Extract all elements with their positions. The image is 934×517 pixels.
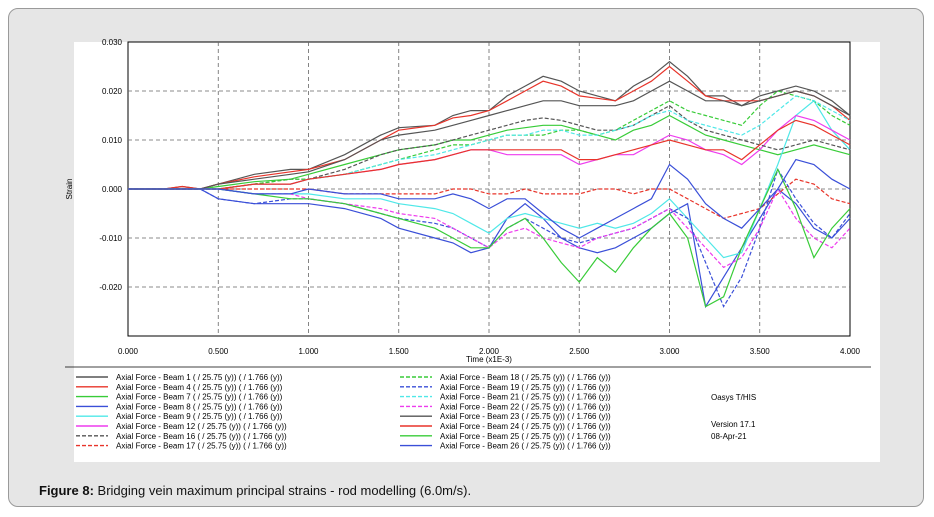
software-version: Version 17.1 [711,420,756,429]
legend-entry: Axial Force - Beam 7 ( / 25.75 (y)) ( / … [116,393,283,402]
series-line-16 [128,158,851,239]
x-tick-label: 3.000 [659,347,680,356]
legend-entry: Axial Force - Beam 17 ( / 25.75 (y)) ( /… [116,442,287,451]
x-tick-label: 3.500 [750,347,771,356]
legend-entry: Axial Force - Beam 1 ( / 25.75 (y)) ( / … [116,373,283,382]
series-line-10 [128,167,851,308]
legend-entry: Axial Force - Beam 9 ( / 25.75 (y)) ( / … [116,412,283,421]
figure-caption: Figure 8: Bridging vein maximum principa… [39,483,471,498]
y-tick-label: 0.010 [102,136,123,145]
series-lines [128,60,851,309]
series-line-14 [128,119,851,190]
x-axis-label: Time (x1E-3) [466,355,512,364]
y-axis-label: Strain [65,179,74,200]
legend-entry: Axial Force - Beam 19 ( / 25.75 (y)) ( /… [440,383,611,392]
series-line-15 [128,167,851,308]
y-tick-label: -0.010 [99,234,122,243]
x-tick-label: 1.500 [389,347,410,356]
legend-entry: Axial Force - Beam 18 ( / 25.75 (y)) ( /… [440,373,611,382]
legend-entry: Axial Force - Beam 26 ( / 25.75 (y)) ( /… [440,442,611,451]
series-line-2 [128,65,851,190]
caption-label: Figure 8: [39,483,94,498]
legend-entry: Axial Force - Beam 22 ( / 25.75 (y)) ( /… [440,402,611,411]
y-tick-label: 0.000 [102,185,123,194]
y-tick-label: 0.030 [102,38,123,47]
series-line-1 [128,60,851,190]
legend: Axial Force - Beam 1 ( / 25.75 (y)) ( / … [76,373,611,451]
x-tick-label: 0.000 [118,347,139,356]
legend-entry: Axial Force - Beam 4 ( / 25.75 (y)) ( / … [116,383,283,392]
legend-entry: Axial Force - Beam 24 ( / 25.75 (y)) ( /… [440,422,611,431]
software-date: 08-Apr-21 [711,432,747,441]
y-tick-label: 0.020 [102,87,123,96]
series-line-3 [128,114,851,190]
legend-entry: Axial Force - Beam 25 ( / 25.75 (y)) ( /… [440,432,611,441]
x-tick-label: 4.000 [840,347,861,356]
software-name: Oasys T/HIS [711,393,756,402]
caption-text: Bridging vein maximum principal strains … [97,483,472,498]
legend-entry: Axial Force - Beam 12 ( / 25.75 (y)) ( /… [116,422,287,431]
series-line-8 [128,178,851,220]
y-tick-labels: 0.030 0.020 0.010 0.000 -0.010 -0.020 [99,38,122,292]
y-tick-label: -0.020 [99,283,122,292]
legend-entry: Axial Force - Beam 23 ( / 25.75 (y)) ( /… [440,412,611,421]
series-line-9 [128,90,851,190]
series-line-13 [128,80,851,190]
legend-entry: Axial Force - Beam 16 ( / 25.75 (y)) ( /… [116,432,287,441]
x-tick-label: 2.000 [479,347,500,356]
legend-entry: Axial Force - Beam 8 ( / 25.75 (y)) ( / … [116,402,283,411]
x-tick-labels: 0.000 0.500 1.000 1.500 2.000 2.500 3.000 3.500… [118,347,861,356]
x-tick-label: 2.500 [569,347,590,356]
x-tick-label: 0.500 [208,347,229,356]
legend-entry: Axial Force - Beam 21 ( / 25.75 (y)) ( /… [440,393,611,402]
x-tick-label: 1.000 [298,347,319,356]
